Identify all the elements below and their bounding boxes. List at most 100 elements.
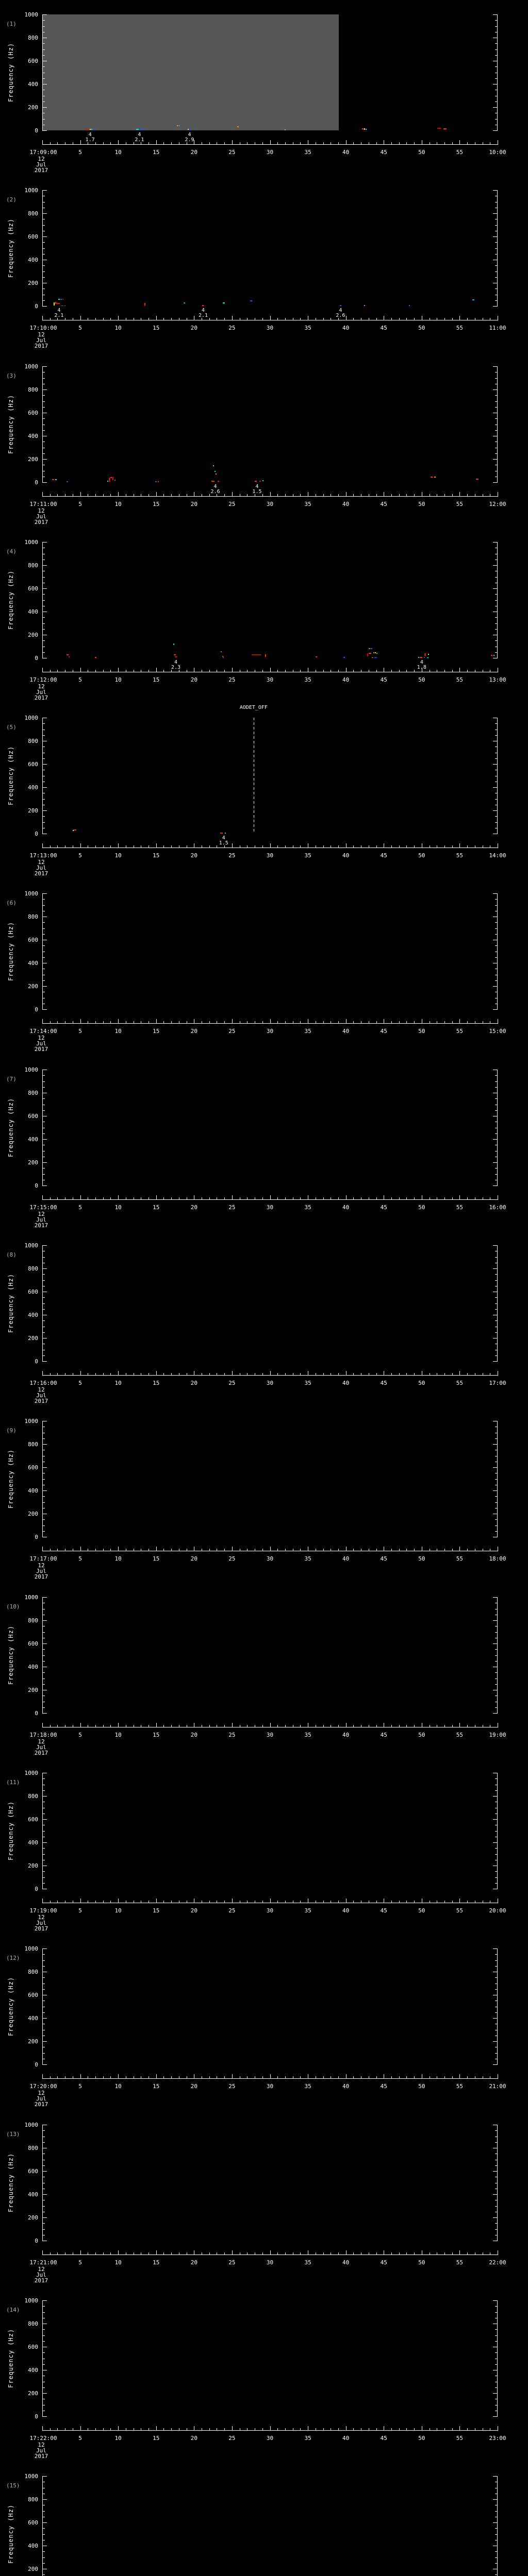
x-axis-minor-tick [467,1021,468,1023]
x-axis-tick-label: 15 [153,676,160,683]
x-axis-minor-tick [399,845,400,848]
x-axis-minor-tick [57,1021,58,1023]
y-axis-left [42,366,43,483]
detection-mark [94,657,96,658]
x-axis-minor-tick [285,142,286,144]
y-axis-tick [495,899,497,900]
x-axis-minor-tick [285,1197,286,1199]
detection-mark [371,648,373,650]
x-axis-minor-tick [391,1021,392,1023]
x-axis-major-tick [156,1723,157,1727]
y-axis-tick [43,928,45,929]
x-axis-tick-label: 35 [304,149,311,156]
y-axis-tick [43,1989,45,1990]
x-axis-minor-tick [406,494,407,496]
y-axis-tick [493,14,497,15]
y-tick-label: 400 [28,608,38,615]
detection-mark [52,479,54,481]
x-axis-minor-tick [247,1901,248,1903]
x-axis-end-time: 17:00 [489,1380,506,1386]
y-axis-right [497,366,498,483]
x-axis-minor-tick [467,1725,468,1727]
x-axis-minor-tick [171,494,172,496]
x-axis-minor-tick [148,1197,150,1199]
x-axis-minor-tick [444,2428,445,2430]
y-tick-label: 600 [28,2344,38,2350]
x-axis-tick-label: 5 [78,1204,82,1211]
y-axis-tick [43,453,45,454]
y-axis-tick [43,1490,47,1491]
x-axis-minor-tick [338,1197,339,1199]
spectrogram-panel: (15) Frequency (Hz) 0200400600800100017:… [0,2462,528,2576]
detection-mark [419,657,422,658]
y-axis-tick [43,1819,47,1820]
x-axis-tick-label: 55 [456,1204,464,1211]
y-axis-tick [43,378,45,379]
y-axis-tick [43,810,47,811]
x-axis-tick-label: 50 [418,676,425,683]
detection-value: 2.1 [54,313,64,318]
detection-mark [56,303,60,304]
y-axis-tick [43,1162,47,1163]
y-axis-tick [493,2476,497,2477]
x-axis-minor-tick [300,1021,301,1023]
x-axis-minor-tick [444,2252,445,2255]
y-axis-tick [493,1597,497,1598]
x-axis-minor-tick [262,318,263,320]
x-axis-major-tick [232,1195,233,1199]
x-axis-major-tick [80,492,81,496]
x-axis-major-tick [232,1371,233,1375]
y-axis-tick [43,2476,47,2477]
x-axis-minor-tick [323,1725,324,1727]
x-axis-tick-label: 20 [190,325,197,331]
x-axis-minor-tick [300,318,301,320]
y-tick-label: 400 [28,1664,38,1670]
y-axis-tick [43,735,45,736]
y-axis-tick [43,49,45,50]
y-tick-label: 1000 [24,363,39,370]
x-axis-minor-tick [467,494,468,496]
y-axis-tick [493,1643,497,1644]
x-axis-minor-tick [209,2252,210,2255]
x-axis-major-tick [156,492,157,496]
x-axis-minor-tick [209,670,210,672]
x-axis-minor-tick [285,318,286,320]
y-axis-tick [43,366,47,367]
y-tick-label: 600 [28,2168,38,2175]
y-axis-tick [43,2229,45,2230]
y-tick-label: 800 [28,2145,38,2151]
x-axis-minor-tick [224,1725,225,1727]
x-axis-minor-tick [103,1021,104,1023]
y-axis-tick [495,945,497,946]
y-axis-title: Frequency (Hz) [7,2153,14,2213]
plot-area [42,1948,498,2064]
y-axis-tick [495,2352,497,2353]
x-axis-tick-label: 30 [266,1380,274,1386]
y-tick-label: 800 [28,1617,38,1624]
y-axis-tick [495,1438,497,1439]
x-axis-tick-label: 25 [228,676,236,683]
y-axis-tick [495,1297,497,1298]
y-tick-label: 0 [35,303,38,310]
y-axis-title: Frequency (Hz) [7,394,14,454]
y-axis-tick [493,1490,497,1491]
y-axis-tick [495,1098,497,1099]
y-axis-tick [43,2053,45,2054]
y-axis-tick [43,1280,45,1281]
y-axis-tick [493,1819,497,1820]
detection-mark [53,302,55,306]
x-axis-tick-label: 55 [456,149,464,156]
x-axis-minor-tick [163,1021,164,1023]
y-axis-tick [493,986,497,987]
x-axis-tick-label: 5 [78,325,82,331]
x-axis-tick-label: 25 [228,1028,236,1035]
x-axis-minor-tick [247,670,248,672]
y-tick-label: 800 [28,2496,38,2503]
y-axis-tick [43,2352,45,2353]
x-axis-minor-tick [300,1197,301,1199]
x-axis-minor-tick [103,318,104,320]
y-tick-label: 200 [28,280,38,286]
x-axis-minor-tick [300,845,301,848]
x-axis-start-time: 17:09:00 [29,149,57,156]
y-tick-label: 200 [28,1511,38,1517]
